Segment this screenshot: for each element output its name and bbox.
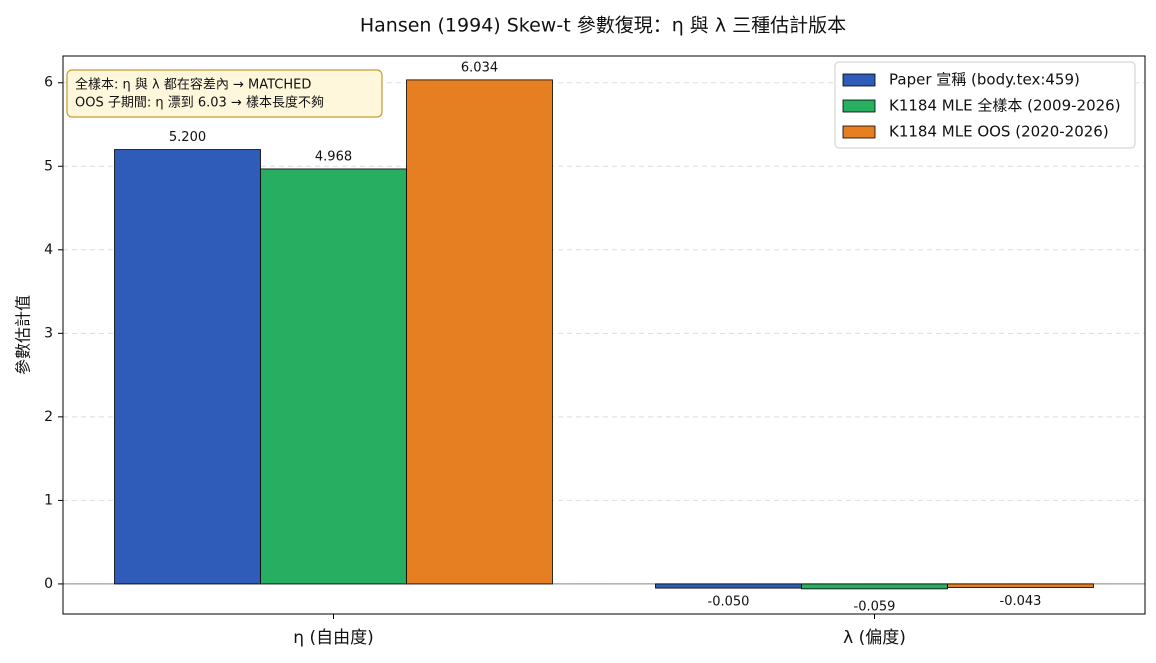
value-label: -0.043 <box>1000 594 1042 609</box>
legend-swatch <box>842 125 876 139</box>
bar <box>801 583 948 590</box>
bar <box>655 583 802 589</box>
legend-label: K1184 MLE OOS (2020-2026) <box>889 123 1109 141</box>
value-label: 5.200 <box>169 130 206 145</box>
annotation-text: OOS 子期間: η 漂到 6.03 → 樣本長度不夠 <box>75 95 324 111</box>
value-label: 4.968 <box>315 149 352 164</box>
y-tick-label: 6 <box>44 75 53 91</box>
x-tick-label: η (自由度) <box>293 628 373 648</box>
chart-title: Hansen (1994) Skew-t 參數復現：η 與 λ 三種估計版本 <box>360 15 846 37</box>
y-tick-label: 4 <box>44 242 53 258</box>
y-tick-label: 1 <box>44 492 53 508</box>
y-tick-label: 3 <box>44 325 53 341</box>
annotation-box <box>66 69 383 118</box>
bar <box>114 149 261 585</box>
value-label: -0.050 <box>708 595 750 610</box>
bar <box>947 583 1094 588</box>
y-axis-label: 參數估計值 <box>14 295 33 375</box>
plot-frame <box>62 55 1146 615</box>
legend-swatch <box>842 73 876 87</box>
x-tick-label: λ (偏度) <box>843 628 906 648</box>
y-tick-label: 0 <box>44 576 53 592</box>
bar <box>406 79 553 585</box>
value-label: 6.034 <box>461 60 498 75</box>
y-tick-label: 2 <box>44 409 53 425</box>
legend-swatch <box>842 99 876 113</box>
bar <box>260 168 407 585</box>
value-label: -0.059 <box>854 599 896 614</box>
legend-label: Paper 宣稱 (body.tex:459) <box>889 71 1080 89</box>
legend-label: K1184 MLE 全樣本 (2009-2026) <box>889 97 1121 115</box>
annotation-text: 全樣本: η 與 λ 都在容差內 → MATCHED <box>75 77 311 93</box>
y-tick-label: 5 <box>44 158 53 174</box>
legend-box <box>834 61 1136 149</box>
